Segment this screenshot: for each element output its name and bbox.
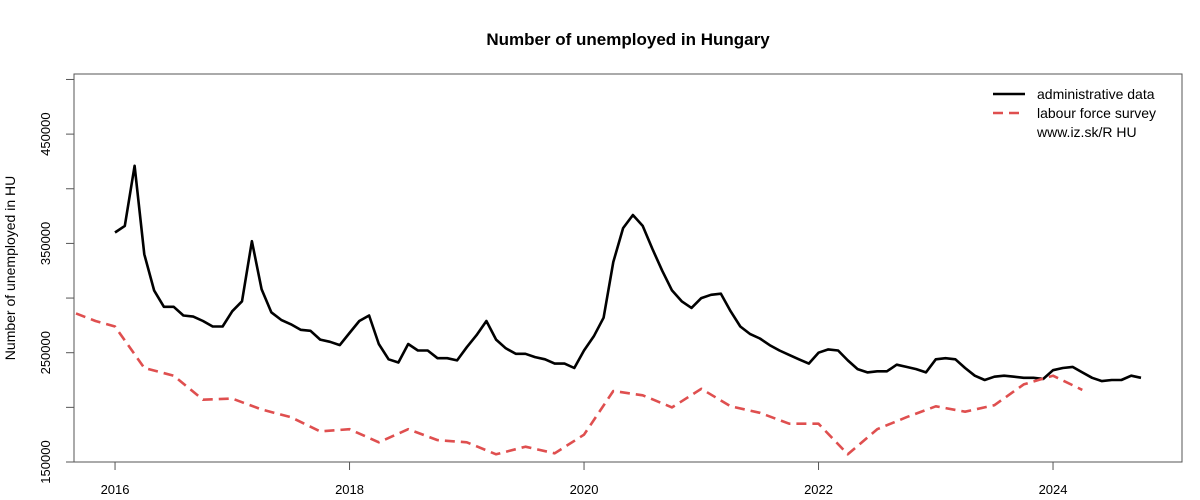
y-tick-label: 250000 bbox=[38, 331, 53, 374]
x-tick-label: 2018 bbox=[335, 482, 364, 497]
x-tick-label: 2024 bbox=[1039, 482, 1068, 497]
y-axis-label: Number of unemployed in HU bbox=[2, 176, 18, 360]
y-axis: 150000 250000 350000 450000 bbox=[38, 78, 74, 484]
x-axis: 2016 2018 2020 2022 2024 bbox=[101, 462, 1068, 497]
series-line-administrative bbox=[114, 164, 1142, 383]
legend: administrative data labour force survey … bbox=[993, 86, 1156, 140]
y-tick-label: 450000 bbox=[38, 112, 53, 155]
series-line-lfs bbox=[75, 312, 1083, 456]
x-tick-label: 2020 bbox=[570, 482, 599, 497]
legend-note: www.iz.sk/R HU bbox=[1036, 124, 1137, 140]
series-layer bbox=[75, 164, 1142, 456]
y-tick-label: 350000 bbox=[38, 222, 53, 265]
chart-title: Number of unemployed in Hungary bbox=[486, 30, 770, 49]
legend-label-lfs: labour force survey bbox=[1037, 105, 1156, 121]
legend-label-administrative: administrative data bbox=[1037, 86, 1155, 102]
y-tick-label: 150000 bbox=[38, 440, 53, 483]
x-tick-label: 2022 bbox=[804, 482, 833, 497]
plot-frame bbox=[73, 73, 1183, 463]
x-tick-label: 2016 bbox=[101, 482, 130, 497]
